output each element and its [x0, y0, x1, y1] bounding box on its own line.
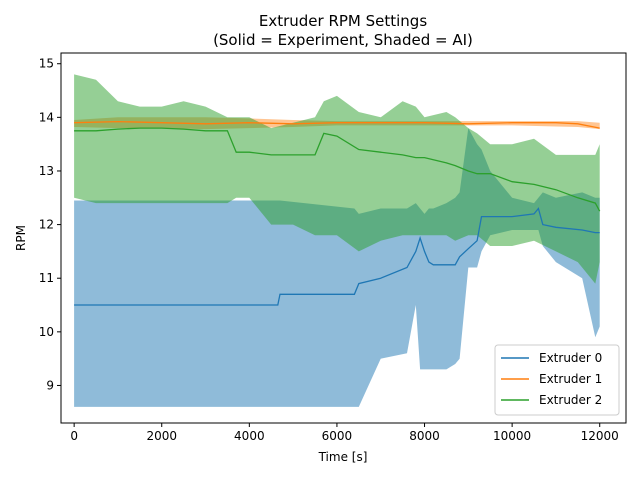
- x-tick-label: 0: [70, 429, 78, 443]
- x-axis: 0 2000 4000 6000 8000 10000 12000: [70, 423, 619, 443]
- y-axis: 9 10 11 12 13 14 15: [39, 57, 61, 392]
- experiment-line-extruder-1: [74, 120, 600, 129]
- x-tick-label: 8000: [409, 429, 440, 443]
- chart-title-line1: Extruder RPM Settings: [259, 12, 427, 30]
- ai-band-extruder-2: [74, 74, 600, 284]
- y-tick-label: 13: [39, 164, 54, 178]
- x-tick-label: 12000: [581, 429, 619, 443]
- y-tick-label: 10: [39, 325, 54, 339]
- legend-label-extruder-0: Extruder 0: [539, 351, 602, 365]
- x-tick-label: 10000: [493, 429, 531, 443]
- x-axis-label: Time [s]: [318, 450, 368, 464]
- x-tick-label: 6000: [322, 429, 353, 443]
- experiment-line-extruder-2: [74, 127, 601, 212]
- legend-box: [494, 344, 620, 416]
- legend: Extruder 0 Extruder 1 Extruder 2: [494, 344, 620, 416]
- y-tick-label: 9: [46, 378, 54, 392]
- y-tick-label: 14: [39, 110, 54, 124]
- chart-title-line2: (Solid = Experiment, Shaded = AI): [213, 31, 473, 49]
- experiment-line-extruder-0: [74, 207, 600, 306]
- legend-label-extruder-2: Extruder 2: [539, 393, 602, 407]
- legend-label-extruder-1: Extruder 1: [539, 372, 602, 386]
- y-axis-label: RPM: [14, 225, 28, 251]
- plot-area: [74, 74, 601, 407]
- y-tick-label: 12: [39, 218, 54, 232]
- plot-frame: [60, 52, 627, 424]
- y-tick-label: 15: [39, 57, 54, 71]
- y-tick-label: 11: [39, 271, 54, 285]
- x-tick-label: 4000: [234, 429, 265, 443]
- x-tick-label: 2000: [146, 429, 177, 443]
- experiment-lines: [74, 120, 601, 306]
